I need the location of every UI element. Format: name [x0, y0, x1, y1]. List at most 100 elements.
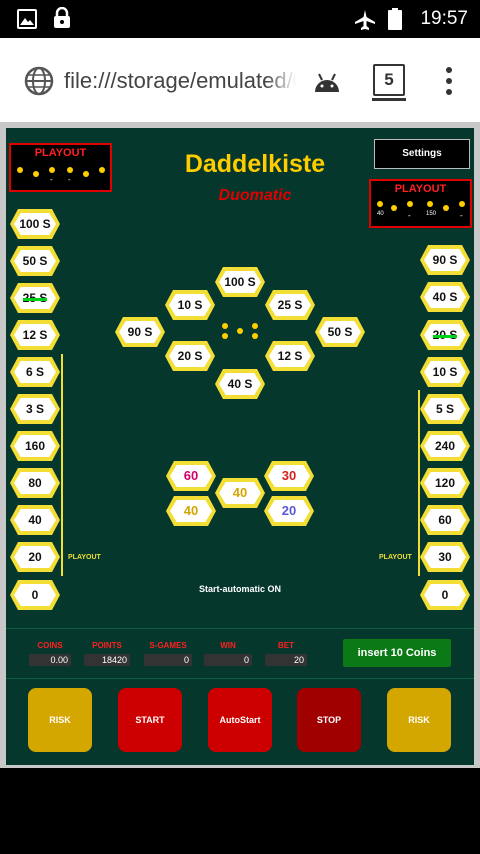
playout-value: -: [68, 175, 71, 184]
left-ladder-item: 3 S: [10, 394, 60, 424]
coins-value: 0.00: [29, 654, 71, 666]
active-marker: [433, 335, 457, 338]
sgames-value: 0: [144, 654, 192, 666]
right-ladder-item: 40 S: [420, 282, 470, 312]
battery-icon: [388, 8, 402, 30]
sgames-label: S-GAMES: [149, 641, 187, 650]
autostart-button[interactable]: AutoStart: [208, 688, 272, 752]
settings-button[interactable]: Settings: [374, 139, 470, 169]
right-ladder-item: 120: [420, 468, 470, 498]
left-ladder-item: 20: [10, 542, 60, 572]
risk-value: 40: [215, 478, 265, 508]
playout-label: PLAYOUT: [394, 183, 447, 195]
wheel-item-lower-left: 20 S: [165, 341, 215, 371]
insert-coins-button[interactable]: insert 10 Coins: [343, 639, 451, 667]
wheel-item-lower-right: 12 S: [265, 341, 315, 371]
lamp: [17, 167, 23, 173]
android-icon[interactable]: [312, 68, 342, 94]
risk-value: 30: [264, 461, 314, 491]
lamp: [377, 201, 383, 207]
playout-label-right: PLAYOUT: [379, 554, 412, 561]
left-ladder-item: 6 S: [10, 357, 60, 387]
playout-label-left: PLAYOUT: [68, 554, 101, 561]
stop-button[interactable]: STOP: [297, 688, 361, 752]
left-ladder-item: 160: [10, 431, 60, 461]
playout-value: -: [50, 175, 53, 184]
right-divider: [418, 390, 420, 576]
bottom-blank-area: [0, 768, 480, 854]
points-label: POINTS: [92, 641, 122, 650]
playout-value: 150: [426, 211, 437, 217]
lamp: [83, 171, 89, 177]
lamp: [459, 201, 465, 207]
tab-switcher-button[interactable]: 5: [372, 64, 406, 101]
risk-value: 20: [264, 496, 314, 526]
lamp: [99, 167, 105, 173]
start-automatic-status: Start-automatic ON: [198, 584, 281, 594]
bet-label: BET: [278, 641, 294, 650]
url-field[interactable]: file:///storage/emulated/0/: [64, 68, 296, 94]
lamp: [427, 201, 433, 207]
right-ladder-item: 60: [420, 505, 470, 535]
left-ladder-item: 50 S: [10, 246, 60, 276]
right-ladder-item: 240: [420, 431, 470, 461]
lamp: [49, 167, 55, 173]
wheel-item-right: 50 S: [315, 317, 365, 347]
wheel-item-left: 90 S: [115, 317, 165, 347]
playout-value: -: [408, 211, 411, 220]
wheel-lamp: [222, 323, 228, 329]
left-ladder-item: 40: [10, 505, 60, 535]
wheel-lamp: [252, 323, 258, 329]
wheel-lamp: [237, 328, 243, 334]
wheel-item-bottom: 40 S: [215, 369, 265, 399]
airplane-mode-icon: [355, 10, 375, 30]
win-value: 0: [204, 654, 252, 666]
overflow-menu-icon[interactable]: [444, 66, 454, 96]
points-value: 18420: [84, 654, 130, 666]
lamp: [33, 171, 39, 177]
wheel-item-upper-right: 25 S: [265, 290, 315, 320]
playout-label: PLAYOUT: [34, 147, 87, 159]
app-subtitle: Duomatic: [218, 187, 292, 204]
lamp: [407, 201, 413, 207]
wheel-item-upper-left: 10 S: [165, 290, 215, 320]
right-ladder-item: 30: [420, 542, 470, 572]
lamp: [391, 205, 397, 211]
wheel-lamp: [222, 333, 228, 339]
left-ladder-item: 25 S: [10, 283, 60, 313]
wheel-lamp: [252, 333, 258, 339]
right-ladder-item: 10 S: [420, 357, 470, 387]
playout-box-right: PLAYOUT 40 - 150 -: [369, 179, 472, 228]
image-icon: [17, 9, 37, 29]
wheel-item-top: 100 S: [215, 267, 265, 297]
right-ladder-item: 90 S: [420, 245, 470, 275]
clock: 19:57: [420, 8, 468, 29]
browser-toolbar: file:///storage/emulated/0/ 5: [0, 38, 480, 123]
left-divider: [61, 354, 63, 576]
left-ladder-item: 12 S: [10, 320, 60, 350]
risk-button-left[interactable]: RISK: [28, 688, 92, 752]
right-ladder-item: 20 S: [420, 320, 470, 350]
globe-icon[interactable]: [24, 66, 54, 96]
app-title: Daddelkiste: [184, 150, 326, 178]
start-button[interactable]: START: [118, 688, 182, 752]
risk-button-right[interactable]: RISK: [387, 688, 451, 752]
lock-icon: [54, 7, 70, 28]
coins-label: COINS: [37, 641, 63, 650]
active-marker: [23, 298, 47, 301]
lamp: [443, 205, 449, 211]
left-ladder-item: 80: [10, 468, 60, 498]
left-ladder-item: 0: [10, 580, 60, 610]
risk-value: 60: [166, 461, 216, 491]
playout-value: 40: [377, 211, 384, 217]
win-label: WIN: [220, 641, 236, 650]
right-ladder-item: 0: [420, 580, 470, 610]
risk-value: 40: [166, 496, 216, 526]
playout-box-left: PLAYOUT - -: [9, 143, 112, 192]
left-ladder-item: 100 S: [10, 209, 60, 239]
right-ladder-item: 5 S: [420, 394, 470, 424]
playout-value: -: [460, 211, 463, 220]
bet-value: 20: [265, 654, 307, 666]
status-bar: 19:57: [0, 0, 480, 38]
lamp: [67, 167, 73, 173]
